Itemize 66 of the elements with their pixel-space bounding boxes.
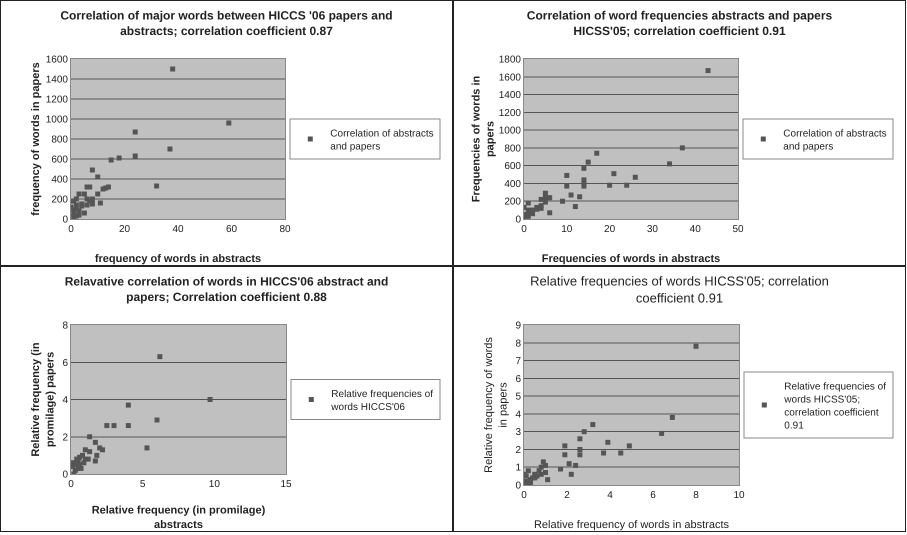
y-tick-label: 200 [51, 194, 68, 206]
x-axis-title: Frequencies of words in abstracts [542, 253, 720, 265]
x-tick-label: 2 [564, 490, 570, 501]
x-tick-label: 10 [561, 224, 573, 235]
y-tick-label: 1 [515, 462, 522, 474]
y-tick-label: 400 [51, 174, 68, 186]
y-axis-title: Relative frequency of words in papers [483, 336, 510, 473]
y-tick-label: 1000 [498, 126, 522, 137]
x-axis-title: frequency of words in abstracts [94, 253, 262, 265]
x-tick-label: 10 [208, 479, 220, 490]
y-tick-label: 1800 [498, 54, 522, 66]
y-tick-label: 4 [62, 395, 68, 406]
y-tick-label: 800 [51, 134, 68, 146]
x-tick-label: 30 [646, 224, 658, 235]
y-tick-label: 1400 [498, 90, 522, 102]
y-tick-label: 800 [504, 143, 522, 154]
y-tick-label: 2 [62, 432, 68, 444]
y-tick-label: 5 [515, 392, 522, 403]
x-tick-label: 60 [226, 224, 238, 235]
x-tick-label: 20 [604, 224, 616, 235]
y-axis-title: Relative frequency (in promilage) papers [30, 342, 56, 457]
y-tick-label: 1200 [498, 108, 522, 119]
y-tick-label: 9 [515, 320, 522, 332]
x-axis-title: Relative frequency (in promilage) abstracts [92, 504, 266, 531]
legend-label: Relative frequencies of words HICSS'05; correlation coefficient 0.91 [783, 381, 886, 432]
y-tick-label: 1400 [46, 74, 68, 86]
x-tick-label: 80 [279, 224, 291, 235]
y-tick-label: 600 [51, 154, 68, 166]
x-tick-label: 15 [280, 479, 292, 490]
x-tick-label: 10 [733, 490, 745, 501]
y-tick-label: 0 [62, 470, 68, 480]
y-tick-label: 1600 [498, 72, 522, 84]
x-axis-title: Relative frequency of words in abstracts [534, 519, 730, 531]
x-tick-label: 40 [172, 224, 184, 235]
x-tick-label: 8 [693, 490, 700, 501]
y-tick-label: 6 [515, 374, 522, 385]
x-tick-label: 5 [140, 479, 146, 490]
x-tick-label: 50 [732, 224, 744, 235]
y-tick-label: 3 [515, 427, 522, 438]
x-tick-label: 6 [650, 490, 656, 501]
y-tick-label: 2 [515, 444, 522, 456]
y-tick-label: 0 [62, 214, 68, 226]
y-tick-label: 1200 [46, 94, 68, 106]
x-tick-label: 4 [607, 490, 614, 501]
y-tick-label: 400 [504, 178, 522, 190]
legend-label: Correlation of abstracts and papers [783, 128, 887, 152]
chart-title: Correlation of word frequencies abstracts and papers HICSS'05; correlation coefficient 0.91 [526, 8, 833, 38]
legend-label: Relative frequencies of words HICCS'06 [330, 388, 434, 413]
y-axis-title: frequency of words in papers [30, 62, 42, 216]
y-tick-label: 200 [504, 196, 522, 208]
x-tick-label: 20 [118, 224, 130, 235]
y-tick-label: 0 [515, 214, 522, 226]
chart-title: Correlation of major words between HICCS '06 papers and abstracts; correlation coefficient 0.87 [60, 8, 393, 38]
y-tick-label: 8 [62, 320, 68, 332]
y-tick-label: 600 [504, 161, 522, 172]
y-tick-label: 4 [515, 409, 522, 420]
y-tick-label: 1000 [46, 114, 68, 126]
y-tick-label: 6 [62, 358, 68, 369]
y-tick-label: 7 [515, 356, 522, 368]
legend-label: Correlation of abstracts and papers [330, 128, 434, 152]
x-tick-label: 40 [690, 224, 702, 235]
y-axis-title: Frequencies of words in papers [470, 75, 497, 202]
chart-title: Relavative correlation of words in HICCS'06 abstract and papers; Correlation coefficient 0.88 [64, 274, 388, 304]
y-tick-label: 8 [515, 338, 522, 350]
y-tick-label: 1600 [46, 54, 68, 66]
chart-title: Relative frequencies of words HICSS'05; correlation coefficient 0.91 [530, 273, 829, 306]
